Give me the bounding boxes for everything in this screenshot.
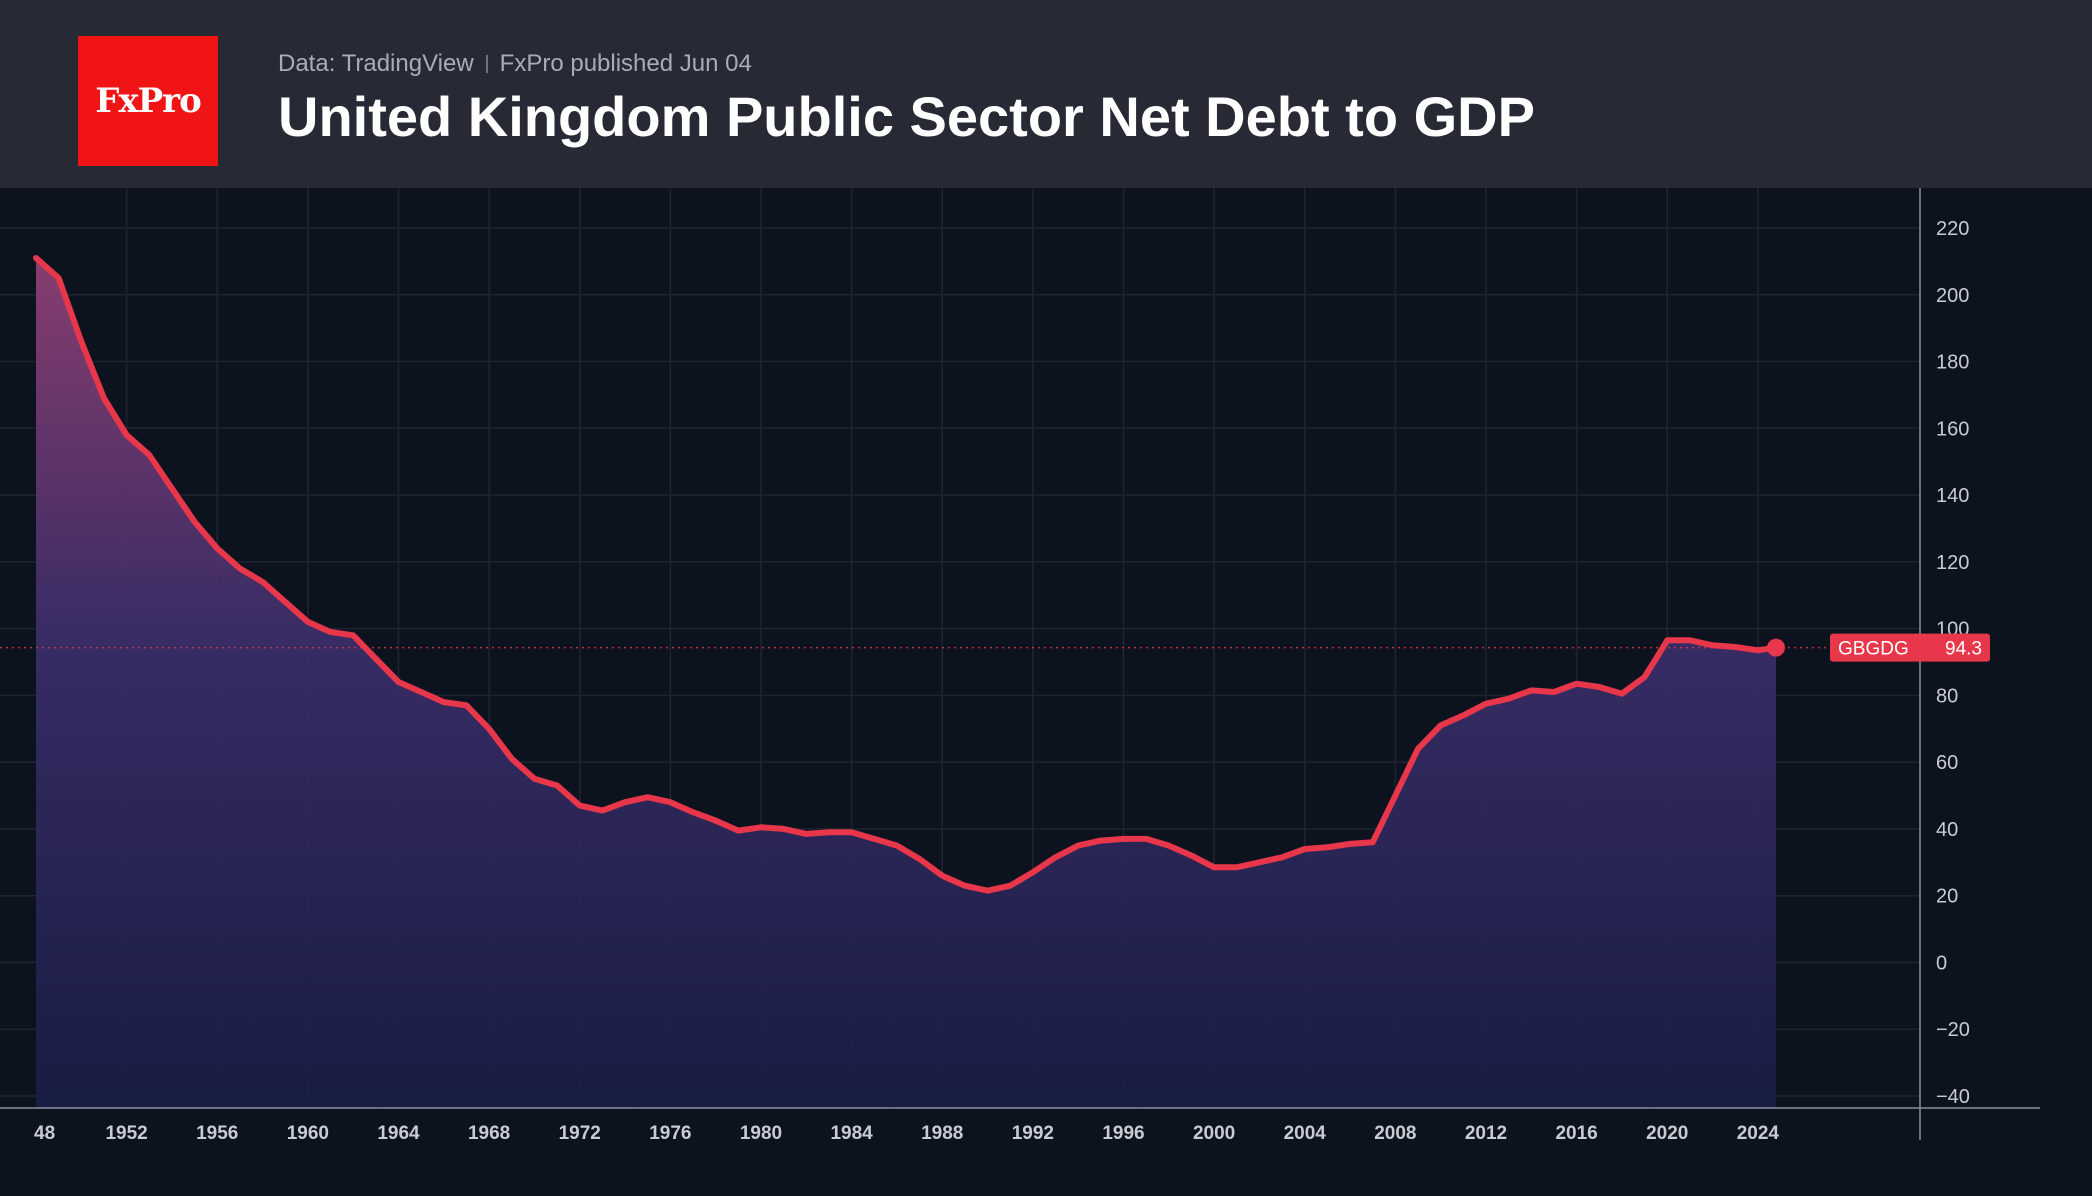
last-value-label: 94.3 [1945,639,1982,660]
meta-separator [485,55,488,73]
y-tick-label: 120 [1936,552,1969,574]
y-tick-label: −40 [1936,1086,1970,1108]
x-tick-label: 1976 [649,1123,691,1144]
y-tick-label: 80 [1936,685,1958,707]
x-tick-label: 48 [34,1123,55,1144]
x-tick-label: 2020 [1646,1123,1688,1144]
y-tick-label: 40 [1936,819,1958,841]
x-tick-label: 1964 [377,1123,420,1144]
x-tick-label: 1972 [559,1123,601,1144]
x-tick-label: 1992 [1012,1123,1054,1144]
series-area-fill [36,258,1776,1108]
header-bar: FxPro Data: TradingView FxPro published … [0,0,2092,188]
y-tick-label: 160 [1936,418,1969,440]
x-tick-label: 1968 [468,1123,510,1144]
y-tick-label: 20 [1936,886,1958,908]
x-tick-label: 2000 [1193,1123,1235,1144]
x-tick-label: 1996 [1102,1123,1144,1144]
y-tick-label: 0 [1936,952,1947,974]
y-tick-label: 200 [1936,285,1969,307]
x-tick-label: 1956 [196,1123,238,1144]
series-line [33,255,1779,894]
x-tick-label: 1952 [105,1123,147,1144]
x-tick-label: 1984 [830,1123,873,1144]
published-date: FxPro published Jun 04 [499,50,752,77]
y-tick-label: 180 [1936,352,1969,374]
y-tick-label: 60 [1936,752,1958,774]
fxpro-logo: FxPro [78,36,218,166]
x-tick-label: 2024 [1737,1123,1780,1144]
x-tick-label: 1988 [921,1123,963,1144]
x-tick-label: 1980 [740,1123,782,1144]
y-tick-label: −20 [1936,1019,1970,1041]
y-tick-label: 220 [1936,218,1969,240]
x-tick-label: 2008 [1374,1123,1416,1144]
ticker-label: GBGDG [1838,639,1909,660]
chart-title: United Kingdom Public Sector Net Debt to… [278,85,1535,148]
data-source: Data: TradingView [278,50,474,77]
chart-meta: Data: TradingView FxPro published Jun 04 [278,50,752,78]
x-tick-label: 2004 [1284,1123,1327,1144]
x-tick-label: 1960 [287,1123,329,1144]
last-value-badge [1830,633,1990,662]
last-value-marker [1767,638,1785,657]
y-tick-label: 140 [1936,485,1969,507]
x-tick-label: 2012 [1465,1123,1507,1144]
x-tick-label: 2016 [1555,1123,1597,1144]
